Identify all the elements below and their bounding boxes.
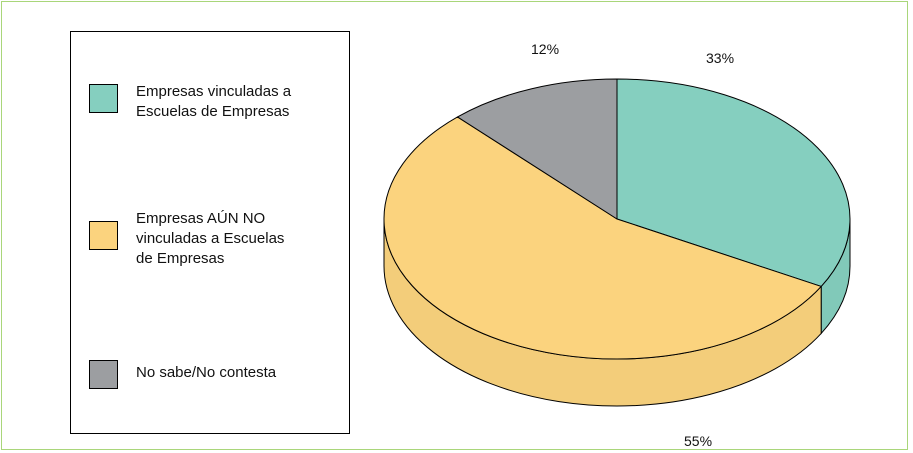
- legend-swatch-no-vinculadas: [89, 221, 118, 250]
- legend-item-vinculadas: Empresas vinculadas a Escuelas de Empres…: [89, 82, 326, 122]
- legend-label-no-sabe: No sabe/No contesta: [136, 364, 277, 381]
- pie-slice-1: [383, 116, 822, 360]
- legend-label-no-vinculadas: Empresas AÚN NO vinculadas a Escuelas de…: [136, 210, 285, 267]
- pie-slice-0: [616, 78, 851, 287]
- pie-slice-2: [457, 78, 618, 220]
- legend-swatch-no-sabe: [89, 360, 118, 389]
- data-label-no-sabe: 12%: [531, 41, 560, 57]
- pie-tops: [383, 78, 851, 360]
- legend-item-no-sabe: No sabe/No contesta: [89, 358, 326, 389]
- legend-swatch-vinculadas: [89, 84, 118, 113]
- data-label-vinculadas: 33%: [706, 50, 735, 66]
- legend: Empresas vinculadas a Escuelas de Empres…: [70, 31, 350, 434]
- data-label-no-vinculadas: 55%: [684, 433, 713, 449]
- legend-label-vinculadas: Empresas vinculadas a Escuelas de Empres…: [136, 83, 292, 120]
- legend-item-no-vinculadas: Empresas AÚN NO vinculadas a Escuelas de…: [89, 209, 326, 269]
